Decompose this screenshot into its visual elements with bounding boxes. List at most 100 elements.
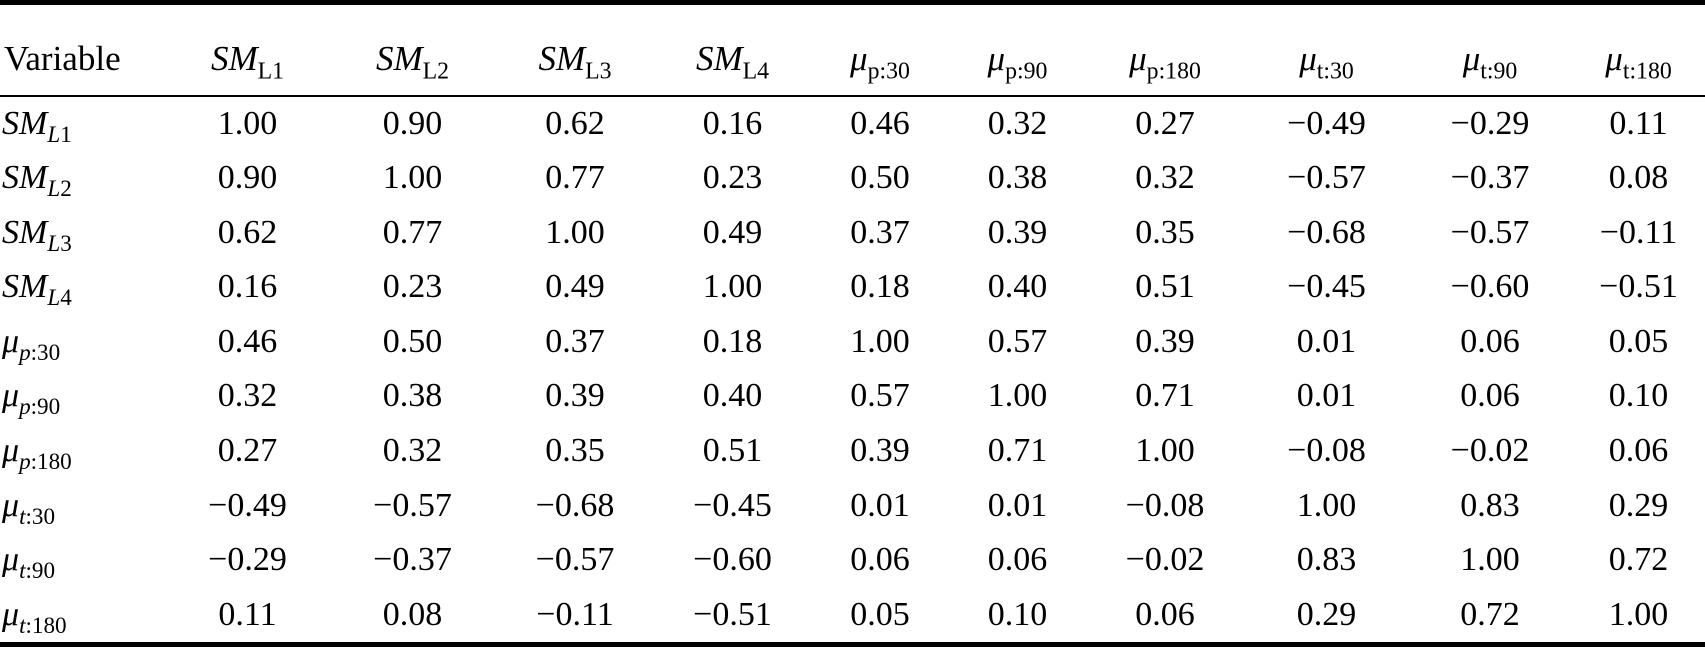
header-cell-col-4: SML4 — [695, 38, 770, 84]
table-row: SML3 0.62 0.77 1.00 0.49 0.37 0.39 0.35 −0.68 −0.… — [0, 206, 1705, 261]
table-cell: 0.16 — [702, 104, 763, 142]
table-row: SML1 1.00 0.90 0.62 0.16 0.46 0.32 0.27 −0.49 −0.… — [0, 96, 1705, 152]
table-cell: 0.51 — [1135, 268, 1195, 306]
table-cell: 0.77 — [545, 159, 605, 197]
table-cell: 0.06 — [1135, 595, 1195, 633]
table-row: μt:180 0.11 0.08 −0.11 −0.51 0.05 0.10 0.06 0.29… — [0, 587, 1705, 644]
table-cell: −0.08 — [1287, 431, 1366, 469]
table-cell: 0.46 — [217, 322, 278, 360]
header-row: Variable SML1 SML2 SML3 SML4 μp:30 μp:90 μp:18… — [0, 3, 1705, 96]
table-cell: −0.57 — [1287, 159, 1366, 197]
row-label: SML3 — [2, 213, 72, 257]
table-cell: 1.00 — [1608, 595, 1669, 633]
table-cell: 0.49 — [702, 213, 763, 251]
table-cell: 0.72 — [1460, 595, 1520, 633]
table-cell: −0.60 — [1450, 268, 1530, 306]
table-cell: 0.32 — [987, 104, 1048, 142]
table-cell: −0.60 — [693, 541, 772, 579]
table-cell: 0.05 — [1608, 322, 1669, 360]
table-header: Variable SML1 SML2 SML3 SML4 μp:30 μp:90 μp:18… — [0, 3, 1705, 96]
table-cell: 0.08 — [382, 595, 443, 633]
table-cell: −0.11 — [536, 595, 614, 633]
table-cell: −0.45 — [1287, 268, 1366, 306]
row-label: μp:90 — [2, 377, 61, 421]
table-cell: 0.10 — [1608, 377, 1669, 415]
header-cell-col-3: SML3 — [538, 38, 612, 84]
table-cell: 0.01 — [1296, 377, 1357, 415]
header-cell-col-8: μt:30 — [1299, 38, 1354, 84]
table-cell: 1.00 — [850, 322, 910, 360]
table-cell: 0.27 — [1135, 104, 1195, 142]
table-cell: 0.23 — [382, 268, 443, 306]
table-cell: 0.06 — [1608, 431, 1669, 469]
table-cell: −0.11 — [1599, 213, 1678, 251]
table-cell: 0.11 — [218, 595, 277, 633]
table-cell: 0.01 — [850, 486, 910, 524]
table-cell: 0.38 — [382, 377, 443, 415]
table-cell: 0.18 — [702, 322, 763, 360]
table-cell: −0.57 — [373, 486, 452, 524]
table-cell: −0.37 — [1450, 159, 1530, 197]
table-cell: 0.39 — [987, 213, 1048, 251]
table-cell: 0.29 — [1296, 595, 1357, 633]
table-cell: 0.06 — [1460, 322, 1520, 360]
table-cell: 1.00 — [217, 104, 278, 142]
row-label: SML4 — [2, 268, 72, 312]
table-cell: −0.02 — [1450, 431, 1530, 469]
table-cell: 1.00 — [702, 268, 763, 306]
table-cell: 0.90 — [382, 104, 443, 142]
table-cell: 1.00 — [545, 213, 605, 251]
table-cell: 0.29 — [1608, 486, 1669, 524]
table-cell: 0.06 — [850, 541, 910, 579]
table-cell: 0.57 — [850, 377, 910, 415]
table-cell: 0.62 — [545, 104, 605, 142]
table-cell: 0.01 — [1296, 322, 1357, 360]
header-cell-col-9: μt:90 — [1462, 38, 1518, 84]
table-row: μp:30 0.46 0.50 0.37 0.18 1.00 0.57 0.39 0.01 0.0… — [0, 315, 1705, 370]
table-cell: 0.40 — [987, 268, 1048, 306]
table-row: μp:180 0.27 0.32 0.35 0.51 0.39 0.71 1.00 −0.08 −… — [0, 424, 1705, 479]
table-cell: 0.90 — [217, 159, 278, 197]
table-cell: −0.51 — [693, 595, 772, 633]
table-cell: 0.05 — [850, 595, 910, 633]
table-row: μt:90 −0.29 −0.37 −0.57 −0.60 0.06 0.06 −0.02 0.… — [0, 533, 1705, 588]
table-cell: −0.29 — [208, 541, 287, 579]
table-cell: −0.57 — [1450, 213, 1530, 251]
table-cell: 0.39 — [1135, 322, 1195, 360]
table-cell: 0.39 — [545, 377, 605, 415]
table-cell: 0.38 — [987, 159, 1048, 197]
table-cell: 0.08 — [1608, 159, 1669, 197]
header-cell-col-5: μp:30 — [850, 38, 910, 84]
table-cell: 1.00 — [987, 377, 1048, 415]
table-cell: 0.71 — [1135, 377, 1195, 415]
table-cell: −0.51 — [1599, 268, 1678, 306]
table-cell: −0.68 — [1287, 213, 1366, 251]
table-cell: 1.00 — [1135, 431, 1195, 469]
row-label: μp:30 — [2, 322, 61, 366]
header-cell-col-2: SML2 — [375, 38, 450, 84]
row-label: μt:30 — [2, 486, 56, 530]
row-label: μp:180 — [2, 431, 72, 476]
table-row: μt:30 −0.49 −0.57 −0.68 −0.45 0.01 0.01 −0.08 1.… — [0, 478, 1705, 533]
table-cell: −0.08 — [1125, 486, 1205, 524]
table-cell: −0.49 — [208, 486, 287, 524]
table-cell: −0.49 — [1287, 104, 1366, 142]
table-cell: 0.72 — [1608, 541, 1669, 579]
row-label: SML1 — [2, 104, 72, 148]
table-row: μp:90 0.32 0.38 0.39 0.40 0.57 1.00 0.71 0.01 0.0… — [0, 369, 1705, 424]
table-cell: 0.49 — [545, 268, 605, 306]
table-cell: 0.83 — [1296, 541, 1357, 579]
table-cell: 0.40 — [702, 377, 763, 415]
table-cell: −0.02 — [1125, 541, 1205, 579]
table-body: SML1 1.00 0.90 0.62 0.16 0.46 0.32 0.27 −0.49 −0.… — [0, 96, 1705, 645]
table-cell: 1.00 — [382, 159, 443, 197]
table-cell: 1.00 — [1460, 541, 1520, 579]
header-cell-col-1: SML1 — [210, 38, 285, 84]
table-cell: −0.29 — [1450, 104, 1530, 142]
table-cell: 0.35 — [545, 431, 605, 469]
table-cell: 0.06 — [987, 541, 1048, 579]
table-cell: 0.23 — [702, 159, 763, 197]
table-cell: 0.62 — [217, 213, 278, 251]
table-cell: 0.27 — [217, 431, 278, 469]
